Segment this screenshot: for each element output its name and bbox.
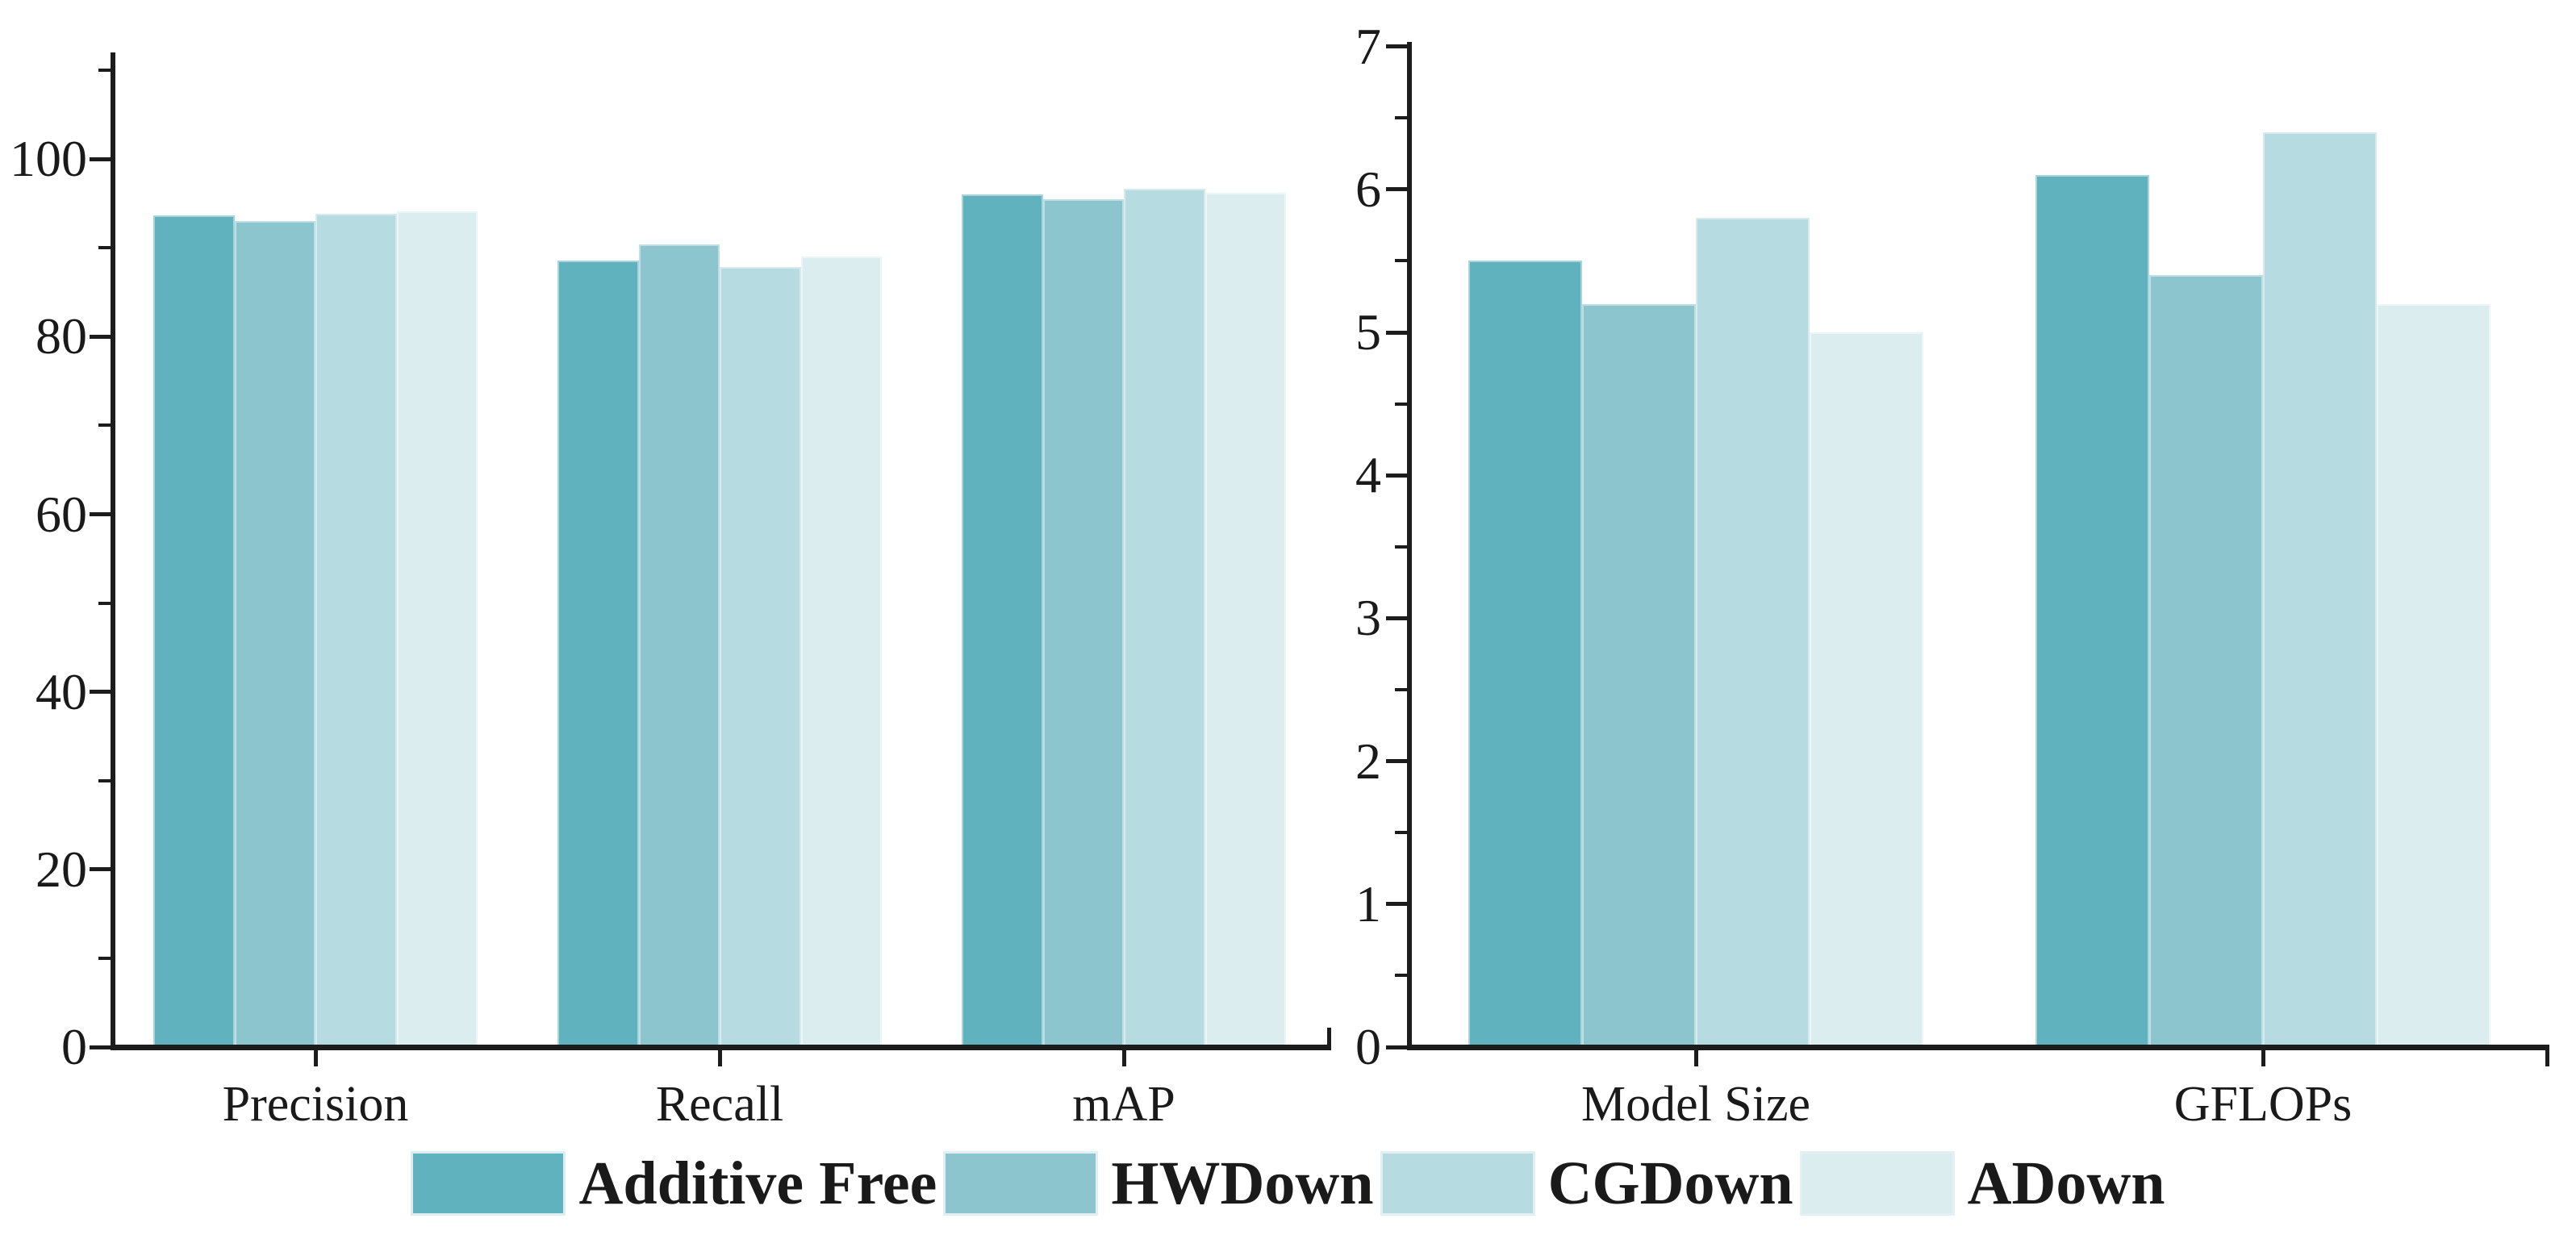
y-minor-tick	[98, 246, 111, 250]
y-minor-tick	[1395, 688, 1407, 691]
category-label-model-size: Model Size	[1580, 1077, 1811, 1132]
legend-item-cgdown: CGDown	[1380, 1151, 1793, 1216]
bar-hwdown-recall	[638, 244, 720, 1047]
y-major-tick	[90, 690, 111, 695]
x-tick-recall	[717, 1049, 722, 1066]
y-major-tick	[1386, 902, 1407, 907]
y-axis-spine	[1407, 42, 1412, 1050]
x-tick-precision	[313, 1049, 318, 1066]
y-major-tick	[90, 512, 111, 517]
y-tick-label: 0	[61, 1018, 87, 1075]
y-major-tick	[1386, 473, 1407, 478]
category-label-recall: Recall	[655, 1077, 784, 1132]
legend-item-adown: ADown	[1799, 1149, 2165, 1217]
y-tick-label: 2	[1355, 732, 1381, 790]
bar-additive-free-model-size	[1468, 261, 1582, 1047]
x-tick-map	[1121, 1049, 1126, 1066]
y-major-tick	[90, 334, 111, 339]
y-tick-label: 80	[35, 307, 87, 365]
y-minor-tick	[98, 778, 111, 782]
bar-cgdown-model-size	[1696, 218, 1810, 1047]
y-major-tick	[90, 156, 111, 161]
legend-swatch-additive-free	[411, 1151, 566, 1216]
y-tick-label: 3	[1355, 589, 1381, 647]
y-tick-label: 7	[1355, 17, 1381, 75]
x-axis-baseline	[111, 1044, 1331, 1050]
y-minor-tick	[1395, 402, 1407, 406]
legend-label: HWDown	[1111, 1149, 1374, 1217]
y-minor-tick	[1395, 259, 1407, 263]
y-minor-tick	[98, 69, 111, 73]
x-axis-end-tick	[1327, 1028, 1331, 1045]
y-major-tick	[1386, 330, 1407, 335]
bar-additive-free-map	[962, 194, 1043, 1047]
legend-label: CGDown	[1547, 1149, 1793, 1217]
y-tick-label: 20	[35, 840, 87, 898]
y-minor-tick	[1395, 831, 1407, 835]
category-label-gflops: GFLOPs	[2173, 1077, 2353, 1132]
bar-hwdown-map	[1042, 198, 1124, 1047]
y-major-tick	[1386, 759, 1407, 764]
y-tick-label: 40	[35, 662, 87, 720]
x-axis-baseline	[1407, 1044, 2549, 1050]
y-major-tick	[90, 1045, 111, 1049]
y-tick-label: 0	[1355, 1018, 1381, 1075]
y-minor-tick	[98, 956, 111, 960]
y-tick-label: 6	[1355, 160, 1381, 218]
y-tick-label: 60	[35, 485, 87, 543]
bar-adown-precision	[396, 211, 478, 1047]
y-tick-label: 100	[10, 130, 87, 188]
x-tick-gflops	[2261, 1049, 2265, 1066]
y-minor-tick	[98, 423, 111, 428]
bar-hwdown-gflops	[2149, 275, 2263, 1047]
y-minor-tick	[1395, 974, 1407, 978]
legend-swatch-hwdown	[943, 1151, 1099, 1216]
y-axis-spine	[111, 52, 115, 1050]
y-tick-label: 5	[1355, 303, 1381, 361]
bar-hwdown-precision	[234, 221, 315, 1047]
legend-label: Additive Free	[578, 1149, 937, 1217]
bar-adown-gflops	[2377, 303, 2490, 1047]
legend-swatch-cgdown	[1380, 1151, 1535, 1216]
bar-cgdown-precision	[315, 214, 397, 1047]
x-tick-model-size	[1693, 1049, 1698, 1066]
y-major-tick	[1386, 44, 1407, 49]
legend-item-additive-free: Additive Free	[411, 1151, 937, 1216]
y-minor-tick	[1395, 116, 1407, 120]
bar-hwdown-model-size	[1582, 303, 1696, 1047]
y-tick-label: 1	[1355, 874, 1381, 933]
bar-cgdown-map	[1124, 188, 1205, 1047]
category-label-precision: Precision	[222, 1077, 409, 1132]
bar-additive-free-recall	[557, 260, 639, 1047]
legend: Additive Free HWDown CGDown ADown	[0, 1149, 2576, 1218]
y-minor-tick	[98, 601, 111, 605]
legend-swatch-adown	[1799, 1151, 1955, 1216]
category-label-map: mAP	[1072, 1077, 1175, 1132]
legend-label: ADown	[1967, 1149, 2165, 1217]
y-major-tick	[1386, 1045, 1407, 1049]
y-minor-tick	[1395, 544, 1407, 549]
bar-cgdown-recall	[720, 267, 801, 1047]
bar-adown-recall	[800, 257, 882, 1047]
y-major-tick	[1386, 187, 1407, 192]
bar-additive-free-gflops	[2035, 175, 2149, 1047]
bar-additive-free-precision	[153, 215, 235, 1047]
bar-cgdown-gflops	[2263, 131, 2377, 1047]
bar-adown-model-size	[1810, 332, 1923, 1047]
x-axis-end-tick	[2545, 1049, 2549, 1066]
y-major-tick	[90, 867, 111, 872]
legend-item-hwdown: HWDown	[943, 1149, 1374, 1217]
y-tick-label: 4	[1355, 446, 1381, 504]
y-major-tick	[1386, 615, 1407, 620]
bar-adown-map	[1204, 193, 1286, 1047]
